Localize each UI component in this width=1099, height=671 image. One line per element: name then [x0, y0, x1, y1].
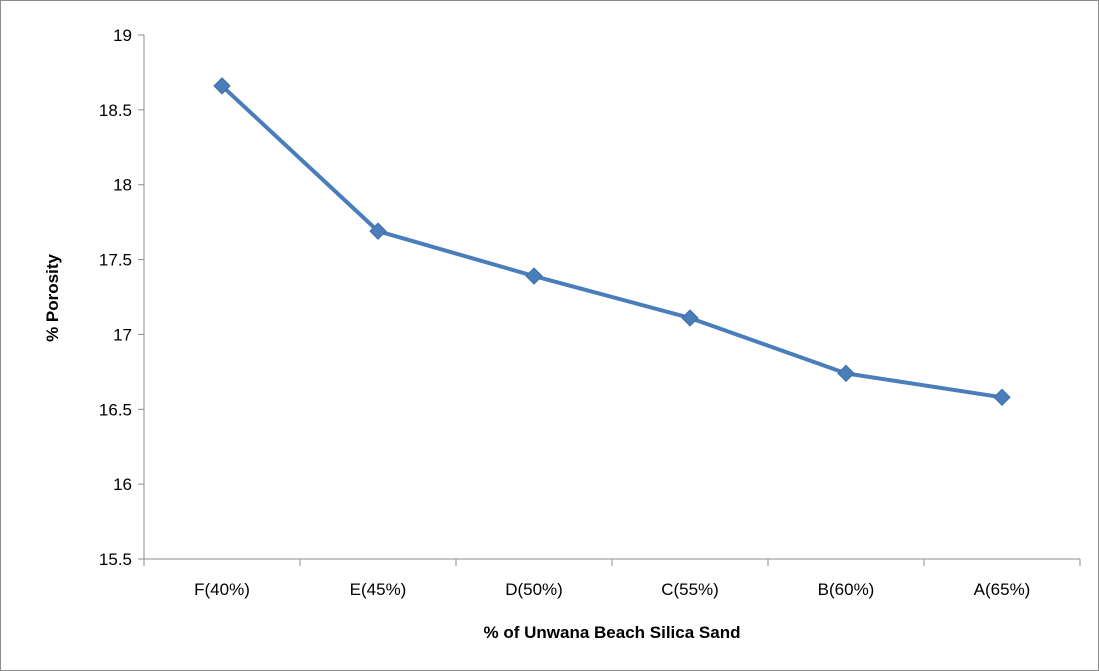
data-point-marker [681, 309, 699, 327]
data-point-marker [525, 267, 543, 285]
y-tick-label: 16 [113, 475, 132, 494]
y-axis: 15.5 16 16.5 17 17.5 18 18.5 19 [99, 26, 145, 569]
y-tick-label: 19 [113, 26, 132, 45]
series-layer [213, 77, 1011, 407]
y-tick-label: 17 [113, 325, 132, 344]
x-tick-label: D(50%) [505, 580, 563, 599]
data-point-marker [993, 388, 1011, 407]
y-tick-label: 17.5 [99, 251, 132, 270]
series-line [220, 84, 1003, 400]
x-tick-label: F(40%) [194, 580, 250, 599]
x-tick-label: B(60%) [818, 580, 875, 599]
y-tick-label: 15.5 [99, 550, 132, 569]
data-point-marker [837, 364, 855, 383]
data-point-marker [369, 222, 387, 240]
y-tick-label: 16.5 [99, 400, 132, 419]
y-tick-label: 18.5 [99, 101, 132, 120]
x-tick-label: C(55%) [661, 580, 719, 599]
data-point-marker [213, 77, 231, 95]
y-axis-title: % Porosity [43, 254, 62, 342]
x-axis: F(40%) E(45%) D(50%) C(55%) B(60%) A(65%) [143, 558, 1081, 599]
y-tick-label: 18 [113, 176, 132, 195]
x-tick-label: E(45%) [350, 580, 407, 599]
x-axis-title: % of Unwana Beach Silica Sand [484, 623, 741, 642]
x-tick-label: A(65%) [974, 580, 1031, 599]
